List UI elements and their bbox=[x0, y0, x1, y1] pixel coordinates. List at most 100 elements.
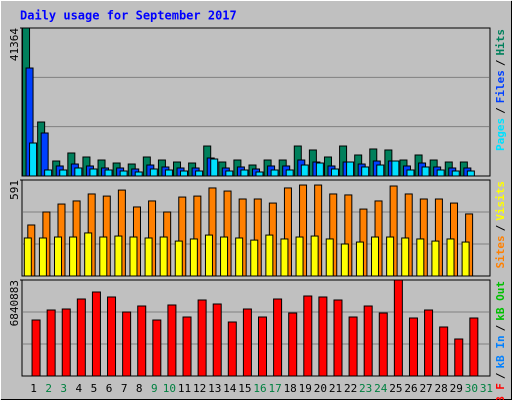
bar bbox=[325, 238, 334, 277]
bar bbox=[310, 235, 319, 277]
bar bbox=[89, 168, 98, 177]
legend: Sites / Visits bbox=[494, 181, 507, 269]
bar bbox=[174, 240, 183, 277]
bar bbox=[340, 243, 349, 277]
legend-entry: Pages bbox=[494, 118, 507, 151]
bar bbox=[461, 241, 470, 277]
bar bbox=[53, 236, 62, 277]
y-tick-label: 41364 bbox=[8, 28, 21, 61]
bar bbox=[189, 238, 198, 277]
x-tick-label: 19 bbox=[299, 382, 312, 395]
x-tick-label: 16 bbox=[253, 382, 266, 395]
x-tick-label: 4 bbox=[76, 382, 83, 395]
bar bbox=[386, 236, 395, 277]
bar bbox=[315, 162, 324, 177]
bar bbox=[333, 299, 343, 377]
bar bbox=[363, 305, 373, 377]
bar bbox=[134, 171, 143, 177]
bar bbox=[378, 312, 388, 377]
bar bbox=[451, 170, 460, 177]
bar bbox=[144, 237, 153, 277]
x-tick-label: 15 bbox=[238, 382, 251, 395]
x-tick-label: 26 bbox=[404, 382, 417, 395]
legend-entry: Hits bbox=[494, 29, 507, 56]
bar bbox=[250, 239, 259, 277]
bar bbox=[91, 291, 101, 377]
bar bbox=[204, 234, 213, 277]
x-tick-label: 22 bbox=[344, 382, 357, 395]
bar bbox=[330, 168, 339, 177]
bar bbox=[406, 169, 415, 177]
bar bbox=[104, 169, 113, 177]
x-tick-label: 11 bbox=[178, 382, 191, 395]
bar bbox=[376, 164, 385, 177]
bar bbox=[225, 170, 234, 177]
bar bbox=[227, 321, 237, 377]
bar bbox=[76, 298, 86, 377]
bar bbox=[84, 232, 93, 277]
chart-title: Daily usage for September 2017 bbox=[20, 9, 237, 23]
bar bbox=[355, 241, 364, 277]
legend-separator: / bbox=[494, 372, 507, 379]
bar bbox=[300, 164, 309, 177]
bar bbox=[401, 237, 410, 277]
bar bbox=[416, 238, 425, 277]
bar bbox=[137, 305, 147, 377]
legend-separator: / bbox=[494, 107, 507, 114]
bar bbox=[167, 304, 177, 377]
x-tick-label: 12 bbox=[193, 382, 206, 395]
bar bbox=[159, 236, 168, 277]
bar bbox=[258, 316, 267, 377]
bar bbox=[44, 169, 53, 177]
x-tick-label: 21 bbox=[329, 382, 342, 395]
bar bbox=[446, 238, 455, 277]
bar bbox=[255, 171, 264, 177]
bar bbox=[348, 316, 358, 377]
bar bbox=[240, 169, 249, 177]
x-tick-label: 20 bbox=[314, 382, 327, 395]
bar bbox=[164, 169, 173, 177]
bar bbox=[59, 169, 68, 177]
y-tick-label: 591 bbox=[8, 180, 21, 200]
x-tick-label: 1 bbox=[30, 382, 37, 395]
x-tick-label: 29 bbox=[450, 382, 463, 395]
plot-area bbox=[21, 27, 491, 177]
bar bbox=[439, 326, 449, 377]
x-tick-label: 25 bbox=[389, 382, 402, 395]
bar bbox=[424, 309, 434, 377]
x-tick-label: 8 bbox=[136, 382, 143, 395]
bar bbox=[280, 238, 289, 277]
x-tick-label: 5 bbox=[91, 382, 98, 395]
bar bbox=[270, 169, 279, 177]
bar bbox=[107, 296, 117, 377]
legend-separator: / bbox=[494, 224, 507, 231]
bar bbox=[421, 166, 430, 177]
bar bbox=[195, 170, 204, 177]
bar bbox=[454, 338, 464, 377]
bar bbox=[23, 237, 32, 277]
bar bbox=[46, 309, 56, 377]
legend-entry: kB In bbox=[494, 335, 507, 368]
bar bbox=[149, 168, 158, 177]
bar bbox=[393, 279, 403, 377]
bar bbox=[182, 316, 192, 377]
bar bbox=[129, 236, 138, 277]
bar bbox=[288, 312, 298, 377]
bar bbox=[346, 161, 355, 177]
bar bbox=[74, 167, 83, 177]
bar bbox=[436, 169, 445, 177]
bar bbox=[29, 142, 38, 177]
x-tick-label: 2 bbox=[45, 382, 52, 395]
x-tick-label: 27 bbox=[419, 382, 432, 395]
bar bbox=[114, 235, 123, 277]
bar bbox=[31, 319, 41, 377]
legend-entry: kB Out bbox=[494, 281, 507, 321]
bar bbox=[69, 236, 78, 277]
x-tick-label: 30 bbox=[465, 382, 478, 395]
legend-separator: / bbox=[494, 59, 507, 66]
bar bbox=[61, 308, 71, 377]
bar bbox=[371, 236, 380, 277]
x-tick-label: 9 bbox=[151, 382, 158, 395]
legend-entry: Files bbox=[494, 70, 507, 103]
